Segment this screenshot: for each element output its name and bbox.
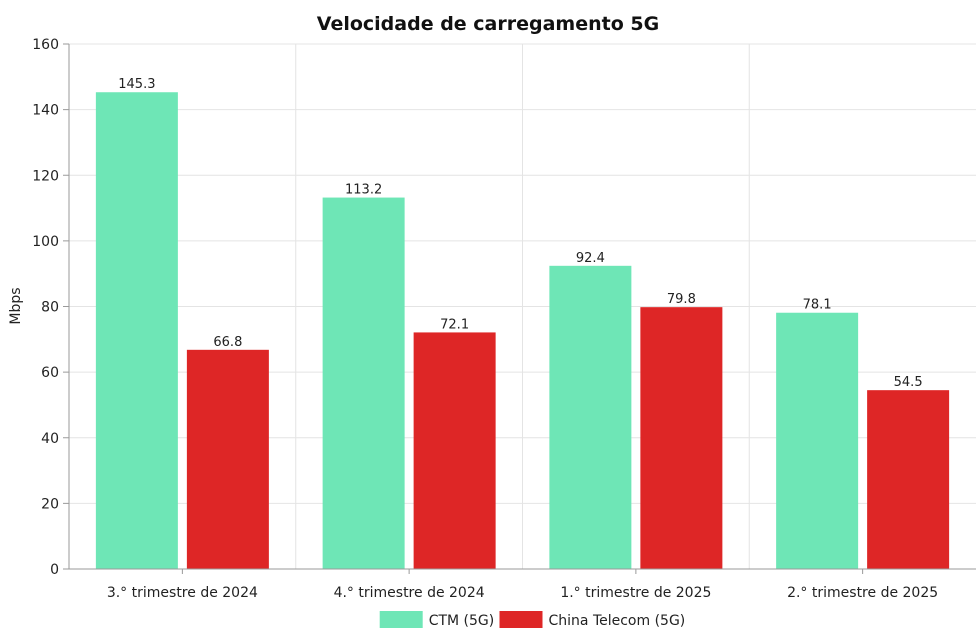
y-tick-label: 0 <box>50 562 59 578</box>
bar[interactable] <box>186 349 269 569</box>
bar[interactable] <box>322 197 405 569</box>
data-label: 66.8 <box>213 335 242 350</box>
chart-title: Velocidade de carregamento 5G <box>317 13 659 35</box>
y-tick-label: 40 <box>41 431 59 447</box>
data-label: 79.8 <box>667 292 696 307</box>
bar[interactable] <box>413 332 496 569</box>
data-label: 92.4 <box>576 251 605 266</box>
legend-label: CTM (5G) <box>429 613 495 629</box>
y-tick-label: 120 <box>32 168 59 184</box>
x-tick-label: 2.° trimestre de 2025 <box>787 585 938 601</box>
y-tick-label: 140 <box>32 103 59 119</box>
data-label: 145.3 <box>118 77 155 92</box>
y-tick-label: 60 <box>41 365 59 381</box>
legend-item[interactable]: China Telecom (5G) <box>499 611 686 629</box>
legend-item[interactable]: CTM (5G) <box>379 611 495 629</box>
y-tick-label: 100 <box>32 234 59 250</box>
y-tick-label: 20 <box>41 496 59 512</box>
y-axis-label: Mbps <box>8 287 24 324</box>
data-label: 72.1 <box>440 317 469 332</box>
x-tick-label: 4.° trimestre de 2024 <box>334 585 485 601</box>
data-label: 54.5 <box>894 375 923 390</box>
y-tick-label: 160 <box>32 37 59 53</box>
bar[interactable] <box>640 307 723 569</box>
bar[interactable] <box>95 92 178 569</box>
bar[interactable] <box>549 265 632 569</box>
bar[interactable] <box>776 312 859 569</box>
data-label: 113.2 <box>345 183 382 198</box>
legend-label: China Telecom (5G) <box>549 613 686 629</box>
bar[interactable] <box>867 390 950 569</box>
bars-layer <box>95 92 950 569</box>
legend-swatch <box>379 611 423 628</box>
x-tick-label: 1.° trimestre de 2025 <box>560 585 711 601</box>
data-label: 78.1 <box>803 298 832 313</box>
legend-swatch <box>499 611 543 628</box>
data-labels-layer: 145.3 66.8 113.2 72.1 92.4 79.8 78.1 54.5 <box>118 77 922 390</box>
axis-layer: 0 20 40 60 80 100 120 140 160 3.° trimestre de 20… <box>32 37 976 601</box>
legend[interactable]: CTM (5G) China Telecom (5G) <box>379 611 686 629</box>
x-tick-label: 3.° trimestre de 2024 <box>107 585 258 601</box>
y-tick-label: 80 <box>41 300 59 316</box>
